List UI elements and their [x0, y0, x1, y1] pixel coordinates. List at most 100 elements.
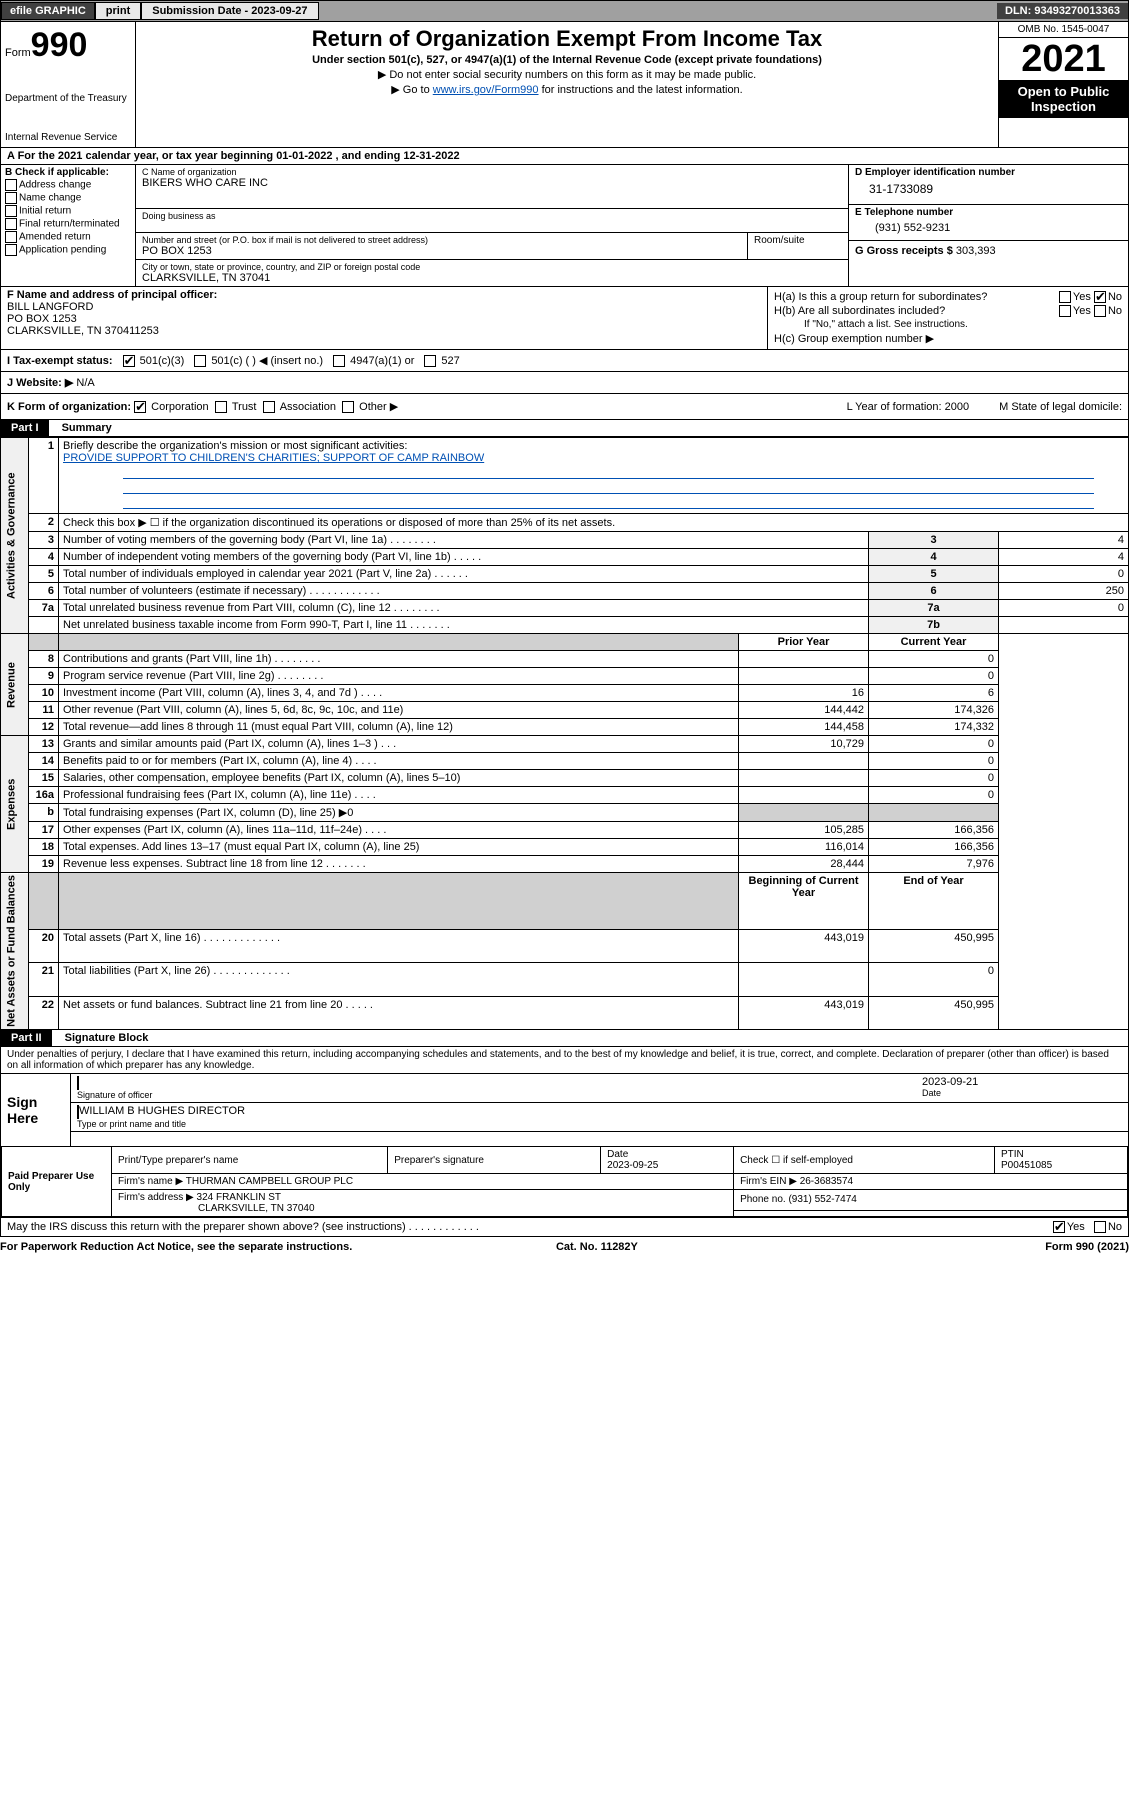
hb-yes[interactable]	[1059, 305, 1071, 317]
header-right: OMB No. 1545-0047 2021 Open to Public In…	[998, 22, 1128, 147]
ein-label: D Employer identification number	[849, 165, 1128, 180]
col-d: D Employer identification number 31-1733…	[848, 165, 1128, 286]
prep-date-cell: Date2023-09-25	[601, 1147, 734, 1174]
b-label: B Check if applicable:	[5, 167, 109, 178]
line-2: Check this box ▶ ☐ if the organization d…	[59, 514, 1129, 532]
l-year: L Year of formation: 2000	[847, 401, 970, 413]
officer-name: BILL LANGFORD	[7, 301, 93, 313]
sign-here-label: Sign Here	[1, 1074, 71, 1146]
part1-hdr: Part I	[1, 420, 49, 436]
line-7a-val: 0	[999, 600, 1129, 617]
website-value: N/A	[76, 377, 94, 389]
mission-line	[123, 466, 1094, 479]
klm-row: K Form of organization: Corporation Trus…	[0, 394, 1129, 420]
org-name: BIKERS WHO CARE INC	[142, 177, 842, 189]
room-suite-label: Room/suite	[748, 233, 848, 260]
ha-yes[interactable]	[1059, 291, 1071, 303]
summary-table: Activities & Governance 1 Briefly descri…	[0, 437, 1129, 1030]
officer-addr2: CLARKSVILLE, TN 370411253	[7, 325, 159, 337]
irs-link[interactable]: www.irs.gov/Form990	[433, 84, 539, 96]
ha-question: H(a) Is this a group return for subordin…	[774, 291, 1059, 303]
cb-amended[interactable]: Amended return	[5, 231, 131, 243]
line-20-text: Total assets (Part X, line 16) . . . . .…	[59, 930, 739, 963]
line-3-val: 4	[999, 532, 1129, 549]
dba-label: Doing business as	[142, 211, 842, 221]
cb-application[interactable]: Application pending	[5, 244, 131, 256]
vtab-revenue: Revenue	[1, 634, 29, 736]
line-16b-text: Total fundraising expenses (Part IX, col…	[59, 804, 739, 822]
mission-line	[123, 481, 1094, 494]
form-title: Return of Organization Exempt From Incom…	[146, 26, 988, 52]
line-9-text: Program service revenue (Part VIII, line…	[59, 668, 739, 685]
cb-assoc[interactable]	[263, 401, 275, 413]
line-14-text: Benefits paid to or for members (Part IX…	[59, 753, 739, 770]
submission-date: Submission Date - 2023-09-27	[141, 2, 318, 20]
omb-number: OMB No. 1545-0047	[999, 22, 1128, 38]
cb-501c[interactable]	[194, 355, 206, 367]
cb-4947[interactable]	[333, 355, 345, 367]
line-5-text: Total number of individuals employed in …	[59, 566, 869, 583]
cb-corp[interactable]	[134, 401, 146, 413]
declaration-text: Under penalties of perjury, I declare th…	[1, 1047, 1128, 1073]
officer-addr1: PO BOX 1253	[7, 313, 77, 325]
c-name-label: C Name of organization	[142, 167, 842, 177]
footer-right: Form 990 (2021)	[1045, 1241, 1129, 1253]
line-19-text: Revenue less expenses. Subtract line 18 …	[59, 856, 739, 873]
line-num-2: 2	[29, 514, 59, 532]
form-word: Form	[5, 47, 31, 59]
preparer-table: Paid Preparer Use Only Print/Type prepar…	[1, 1146, 1128, 1217]
cb-final-return[interactable]: Final return/terminated	[5, 218, 131, 230]
cb-trust[interactable]	[215, 401, 227, 413]
m-state: M State of legal domicile:	[999, 401, 1122, 413]
date-label: Date	[922, 1088, 1122, 1098]
line-num-1: 1	[29, 438, 59, 514]
hc-question: H(c) Group exemption number ▶	[774, 332, 934, 345]
line-8-curr: 0	[869, 651, 999, 668]
section-fh: F Name and address of principal officer:…	[0, 287, 1129, 350]
cb-name-change[interactable]: Name change	[5, 192, 131, 204]
cb-initial-return[interactable]: Initial return	[5, 205, 131, 217]
discuss-yes[interactable]	[1053, 1221, 1065, 1233]
dln-label: DLN: 93493270013363	[997, 3, 1128, 19]
box-f: F Name and address of principal officer:…	[1, 287, 768, 349]
ha-no[interactable]	[1094, 291, 1106, 303]
vtab-expenses: Expenses	[1, 736, 29, 873]
firm-ein-cell: Firm's EIN ▶ 26-3683574	[734, 1174, 1128, 1190]
header-left: Form990 Department of the Treasury Inter…	[1, 22, 136, 147]
city-label: City or town, state or province, country…	[142, 262, 842, 272]
line-16a-text: Professional fundraising fees (Part IX, …	[59, 787, 739, 804]
line-5-val: 0	[999, 566, 1129, 583]
vtab-netassets: Net Assets or Fund Balances	[1, 873, 29, 1030]
f-label: F Name and address of principal officer:	[7, 289, 217, 301]
footer-mid: Cat. No. 11282Y	[556, 1241, 638, 1253]
sig-date: 2023-09-21	[922, 1076, 1122, 1088]
line-22-text: Net assets or fund balances. Subtract li…	[59, 996, 739, 1029]
part2-bar: Part II Signature Block	[0, 1030, 1129, 1047]
line-15-text: Salaries, other compensation, employee b…	[59, 770, 739, 787]
header-center: Return of Organization Exempt From Incom…	[136, 22, 998, 147]
line-4-text: Number of independent voting members of …	[59, 549, 869, 566]
efile-label[interactable]: efile GRAPHIC	[1, 2, 95, 20]
sig-officer-label: Signature of officer	[77, 1090, 922, 1100]
self-employed-cell[interactable]: Check ☐ if self-employed	[734, 1147, 995, 1174]
form-header: Form990 Department of the Treasury Inter…	[0, 22, 1129, 148]
discuss-no[interactable]	[1094, 1221, 1106, 1233]
line-21-text: Total liabilities (Part X, line 26) . . …	[59, 963, 739, 996]
line-8-text: Contributions and grants (Part VIII, lin…	[59, 651, 739, 668]
cb-501c3[interactable]	[123, 355, 135, 367]
prep-sig-label: Preparer's signature	[388, 1147, 601, 1174]
cb-other[interactable]	[342, 401, 354, 413]
website-row: J Website: ▶ N/A	[0, 372, 1129, 394]
hb-no[interactable]	[1094, 305, 1106, 317]
k-label: K Form of organization:	[7, 401, 131, 413]
cb-address-change[interactable]: Address change	[5, 179, 131, 191]
part2-hdr: Part II	[1, 1030, 52, 1046]
hb-note: If "No," attach a list. See instructions…	[774, 319, 1122, 330]
mission-text[interactable]: PROVIDE SUPPORT TO CHILDREN'S CHARITIES;…	[63, 452, 484, 464]
line-4-val: 4	[999, 549, 1129, 566]
cb-527[interactable]	[424, 355, 436, 367]
phone-value: (931) 552-9231	[855, 218, 1122, 238]
section-bcd: B Check if applicable: Address change Na…	[0, 165, 1129, 287]
firm-name-cell: Firm's name ▶ THURMAN CAMPBELL GROUP PLC	[112, 1174, 734, 1190]
print-button[interactable]: print	[95, 2, 141, 20]
